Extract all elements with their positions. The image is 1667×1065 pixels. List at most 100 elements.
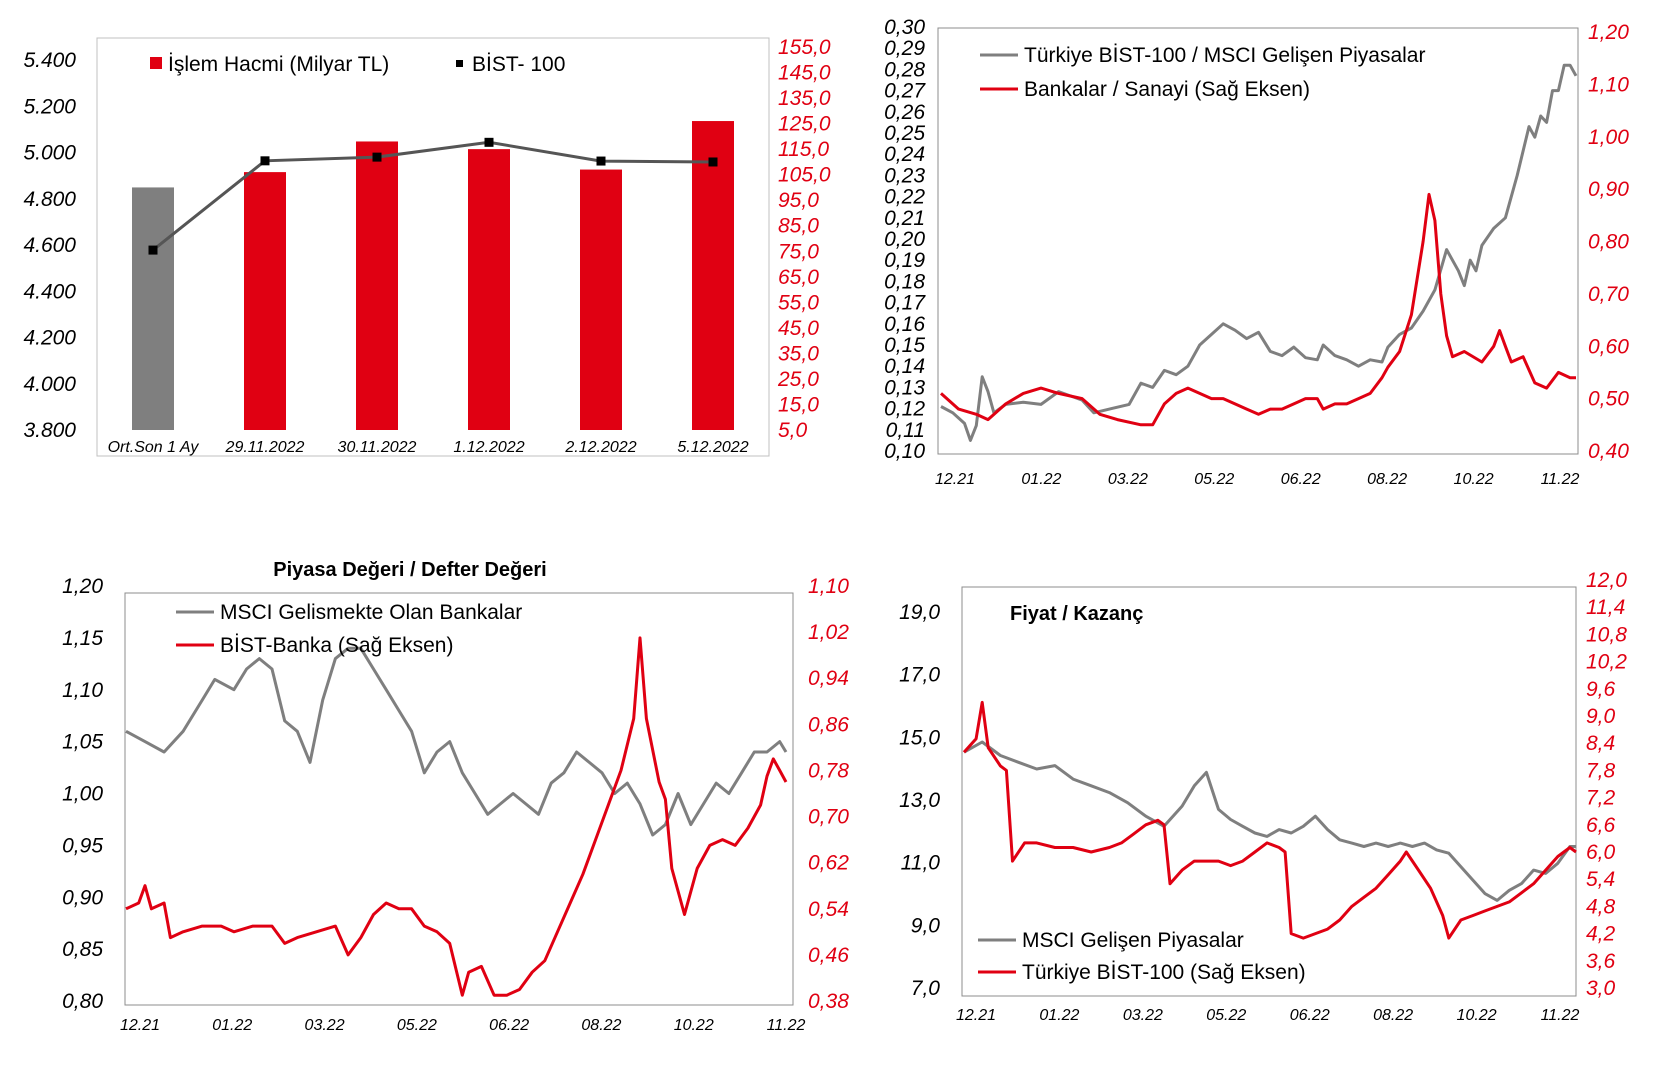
right-tick-label: 6,0 [1586,841,1616,864]
pbv-x-tick-label: 08.22 [581,1017,621,1034]
series-line-msci-em [963,740,1576,902]
right-tick-label: 1,10 [1588,73,1629,96]
legend-label-msci-em: MSCI Gelişen Piyasalar [1022,929,1244,952]
left-tick-label: 0,26 [884,101,925,124]
left-tick-label: 0,17 [884,292,926,315]
left-tick-label: 0,28 [884,58,925,81]
volume-x-tick-label: 30.11.2022 [338,439,417,456]
right-tick-label: 0,50 [1588,388,1629,411]
legend-label-volume: İşlem Hacmi (Milyar TL) [168,53,389,76]
pe-title: Fiyat / Kazanç [1010,603,1143,625]
left-tick-label: 3.800 [23,419,76,442]
relative-plot-frame [937,27,1579,455]
right-tick-label: 0,94 [808,667,849,690]
bist-line [152,140,714,252]
pbv-left-ticks: 1,20 1,15 1,10 1,05 1,00 0,95 0,90 0,85 0,80 [62,575,103,1013]
left-tick-label: 5.400 [23,49,76,72]
relative-right-ticks: 1,20 1,10 1,00 0,90 0,80 0,70 0,60 0,50 0,40 [1588,21,1629,463]
volume-left-ticks: 5.400 5.200 5.000 4.800 4.600 4.400 4.200 4.000… [23,49,76,442]
series-line-bist-bank [125,636,788,997]
right-tick-label: 75,0 [778,240,819,263]
relative-x-tick-label: 01.22 [1021,471,1061,488]
right-tick-label: 55,0 [778,291,819,314]
right-tick-label: 0,60 [1588,335,1629,358]
right-tick-label: 1,10 [808,575,849,598]
left-tick-label: 0,13 [884,376,925,399]
right-tick-label: 0,90 [1588,178,1629,201]
pbv-x-tick-label: 11.22 [767,1017,806,1034]
legend-swatch-volume [150,57,162,69]
right-tick-label: 0,62 [808,852,849,875]
right-tick-label: 45,0 [778,317,819,340]
volume-bars [132,121,734,431]
left-tick-label: 0,80 [62,990,103,1013]
left-tick-label: 19,0 [899,601,940,624]
right-tick-label: 15,0 [778,393,819,416]
legend-label-bist: BİST- 100 [472,53,565,76]
pe-x-tick-label: 06.22 [1290,1007,1330,1024]
bist-marker [372,152,382,162]
series-line-msci-banks [125,646,788,837]
pe-x-tick-label: 11.22 [1541,1007,1580,1024]
right-tick-label: 145,0 [778,62,831,85]
relative-x-ticks: 12.21 01.22 03.22 05.22 06.22 08.22 10.22 11.22 [935,471,1580,488]
right-tick-label: 0,70 [808,806,849,829]
bist-marker [148,245,158,255]
left-tick-label: 5.200 [23,95,76,118]
pbv-x-tick-label: 12.21 [120,1017,160,1034]
series-line-turkey-bist [962,700,1577,940]
right-tick-label: 10,8 [1586,623,1627,646]
volume-x-tick-label: 1.12.2022 [453,439,524,456]
right-tick-label: 0,80 [1588,231,1629,254]
volume-x-ticks: Ort.Son 1 Ay 29.11.2022 30.11.2022 1.12.202… [108,439,749,456]
left-tick-label: 0,90 [62,886,103,909]
left-tick-label: 0,19 [884,249,925,272]
left-tick-label: 1,20 [62,575,103,598]
bist-marker [596,156,606,166]
right-tick-label: 4,8 [1586,895,1616,918]
legend-swatch-bist [456,60,463,67]
legend-label-bist-bank: BİST-Banka (Sağ Eksen) [220,634,453,657]
volume-x-tick-label: 2.12.2022 [564,439,636,456]
bist-marker [484,137,494,147]
pe-x-tick-label: 01.22 [1039,1007,1079,1024]
right-tick-label: 0,38 [808,990,849,1013]
left-tick-label: 4.800 [23,188,76,211]
left-tick-label: 7,0 [911,977,941,1000]
left-tick-label: 0,22 [884,186,925,209]
relative-chart: 0,300,290,280,270,260,250,240,230,220,21… [884,16,1629,488]
left-tick-label: 11,0 [901,852,941,875]
pe-chart: Fiyat / Kazanç 19,0 17,0 15,0 13,0 11,0 9,0 7,… [899,569,1627,1024]
right-tick-label: 115,0 [778,138,829,161]
legend-label-msci-banks: MSCI Gelismekte Olan Bankalar [220,601,522,624]
volume-bar [356,141,398,430]
pbv-x-tick-label: 10.22 [674,1017,714,1034]
volume-chart: 5.400 5.200 5.000 4.800 4.600 4.400 4.200 4.000… [23,36,831,457]
right-tick-label: 1,02 [808,621,849,644]
right-tick-label: 7,8 [1586,759,1616,782]
volume-legend: İşlem Hacmi (Milyar TL) BİST- 100 [150,53,565,76]
pbv-x-tick-label: 05.22 [397,1017,437,1034]
left-tick-label: 9,0 [911,914,941,937]
right-tick-label: 10,2 [1586,651,1627,674]
right-tick-label: 65,0 [778,266,819,289]
volume-bar [132,187,174,430]
pe-x-tick-label: 08.22 [1373,1007,1413,1024]
pbv-x-tick-label: 06.22 [489,1017,529,1034]
series-line-banks-industry [940,192,1576,427]
bist-marker [260,156,270,166]
right-tick-label: 0,86 [808,713,849,736]
left-tick-label: 0,18 [884,270,925,293]
pe-x-tick-label: 05.22 [1206,1007,1246,1024]
volume-bar [244,172,286,430]
left-tick-label: 4.200 [23,327,76,350]
relative-x-tick-label: 06.22 [1281,471,1321,488]
pbv-legend: MSCI Gelismekte Olan Bankalar BİST-Banka… [176,601,522,657]
right-tick-label: 11,4 [1586,596,1625,619]
pe-plot-frame [961,586,1577,997]
left-tick-label: 0,30 [884,16,925,39]
right-tick-label: 1,20 [1588,21,1629,44]
pe-legend: MSCI Gelişen Piyasalar Türkiye BİST-100 … [978,929,1306,984]
pbv-x-ticks: 12.21 01.22 03.22 05.22 06.22 08.22 10.22 11.22 [120,1017,806,1034]
